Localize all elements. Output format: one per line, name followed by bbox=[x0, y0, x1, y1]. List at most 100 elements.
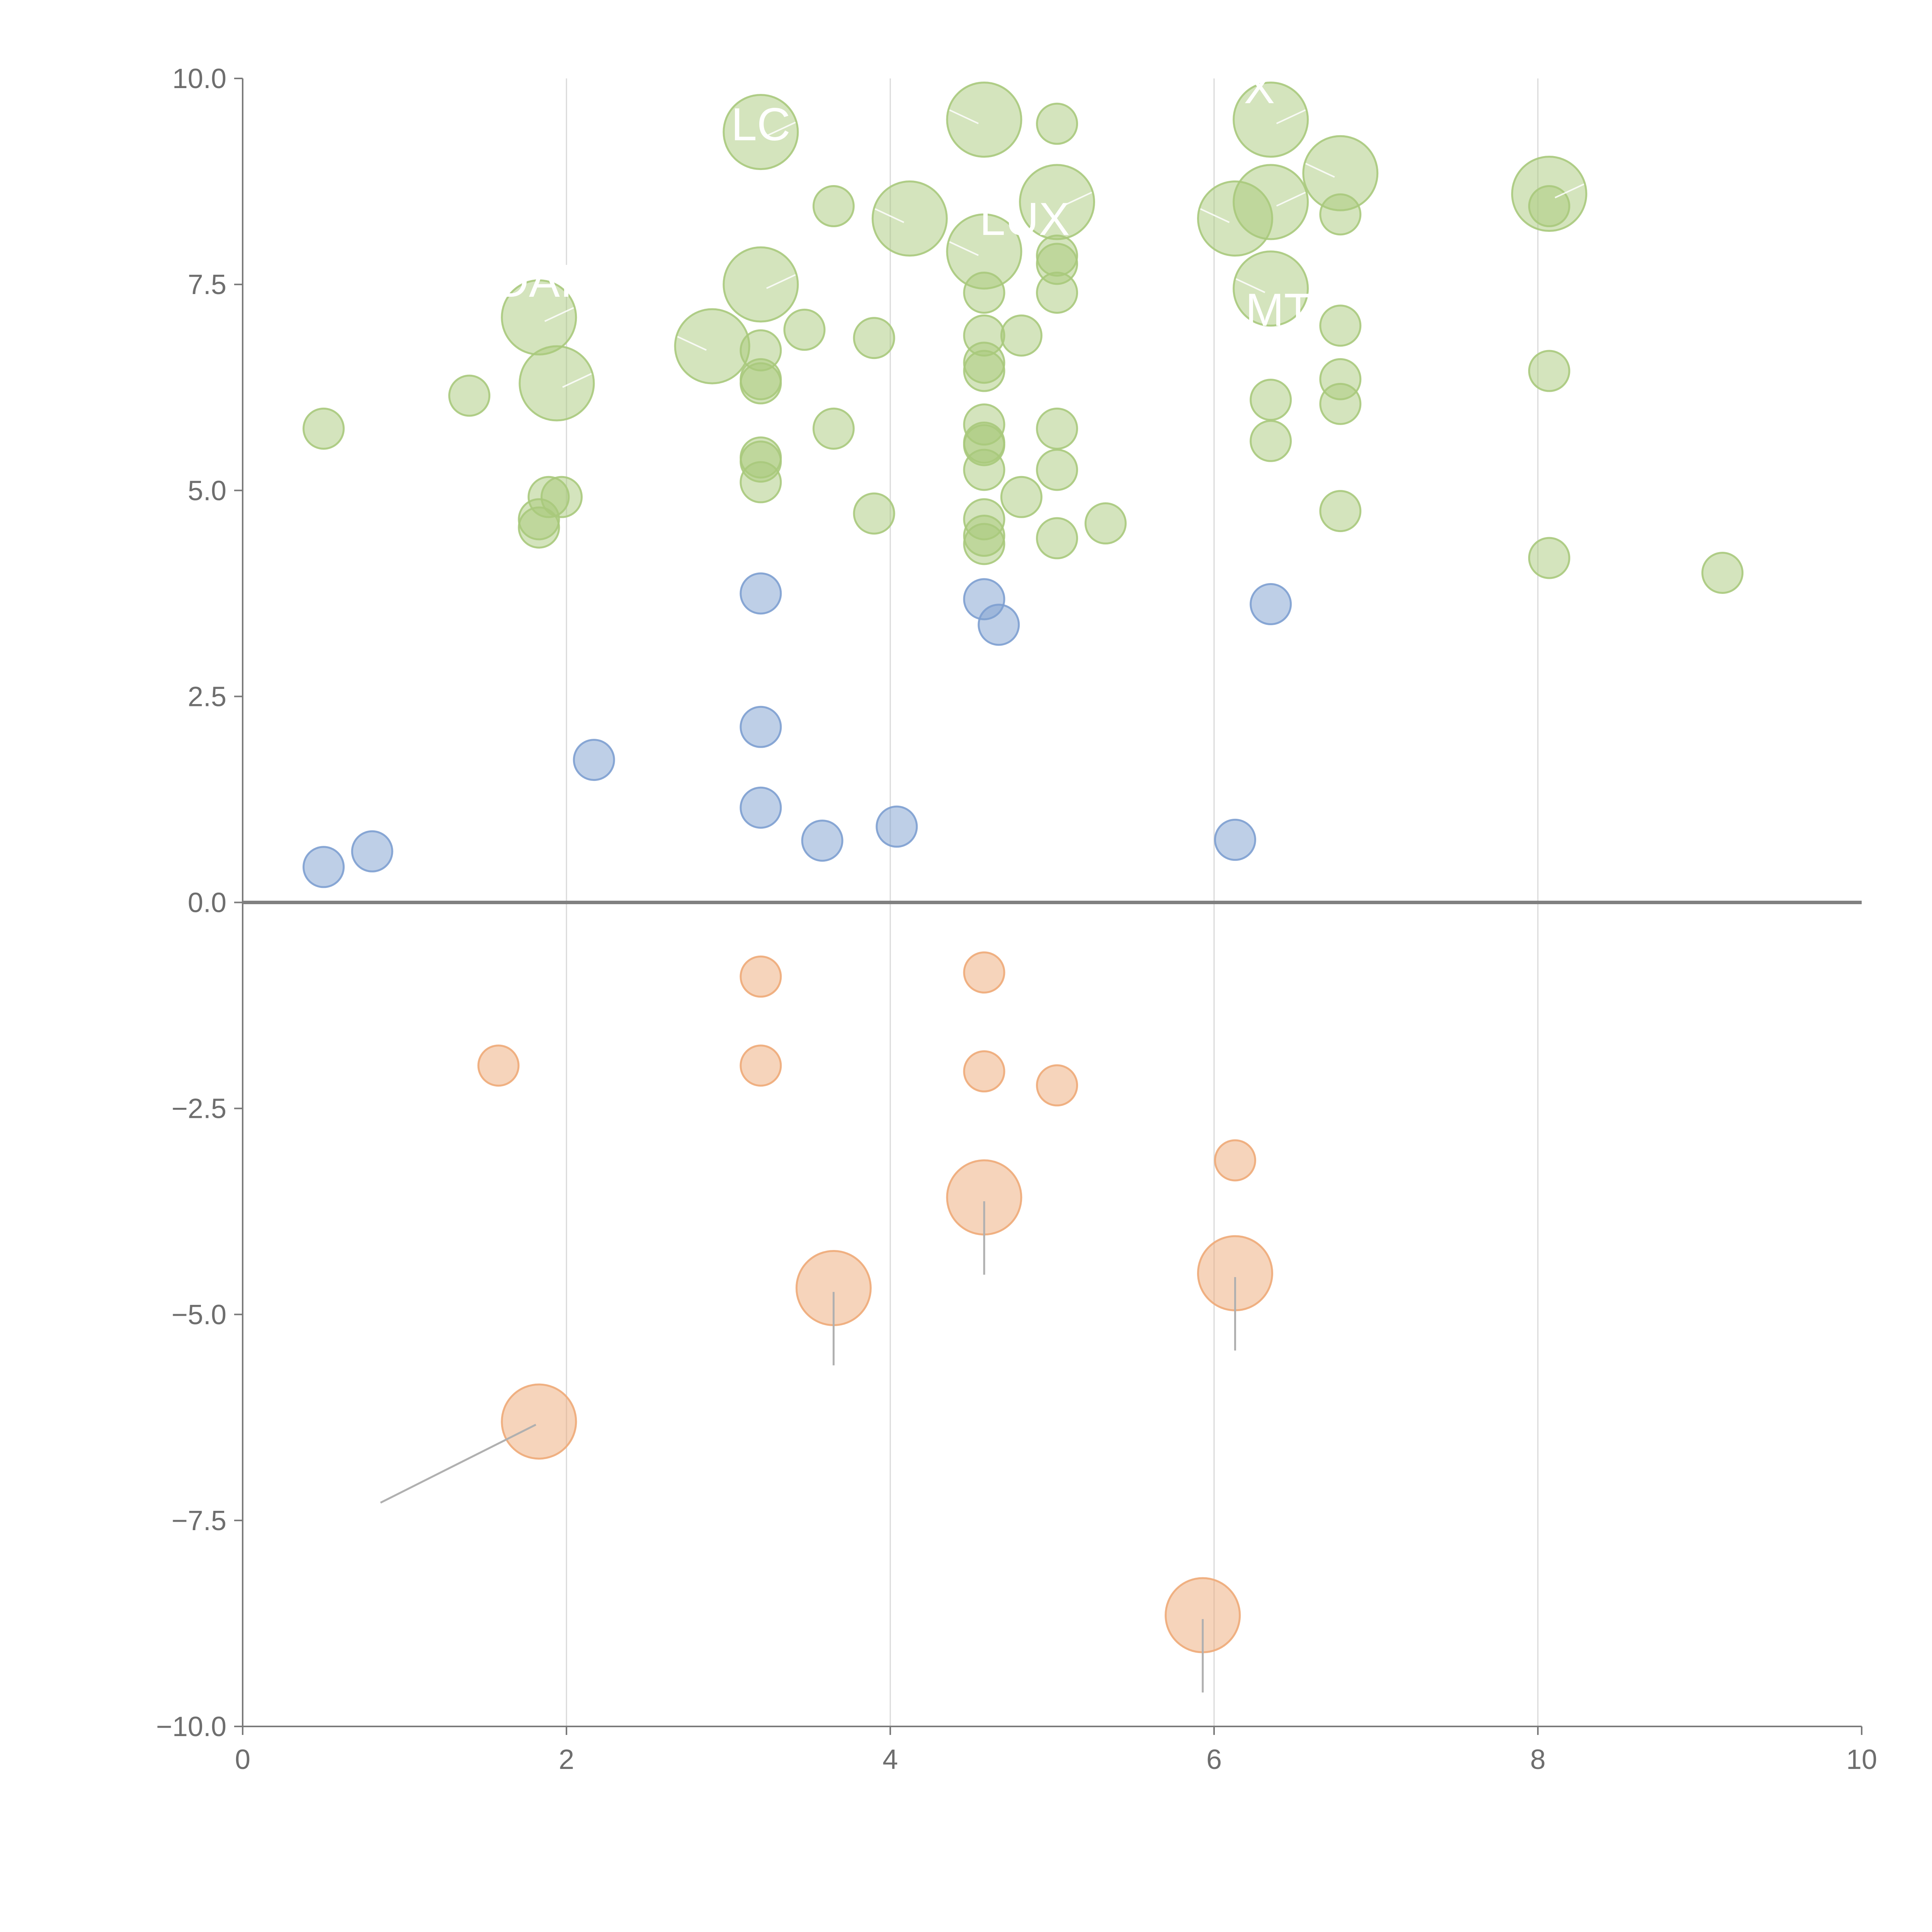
label-leader-line bbox=[544, 307, 574, 322]
y-tick-label: 7.5 bbox=[188, 269, 226, 300]
label-leader-line bbox=[677, 336, 707, 351]
green-bubble bbox=[448, 374, 491, 417]
green-bubble bbox=[1528, 537, 1570, 579]
point-label: LC bbox=[731, 99, 790, 150]
x-tick-label: 0 bbox=[235, 1744, 250, 1775]
green-bubble bbox=[1319, 193, 1362, 236]
green-bubble bbox=[963, 523, 1005, 565]
green-bubble bbox=[723, 246, 799, 323]
label-leader-line bbox=[949, 109, 979, 124]
green-bubble bbox=[1000, 314, 1043, 357]
y-tick-label: −10.0 bbox=[156, 1711, 226, 1742]
x-tick-label: 8 bbox=[1530, 1744, 1546, 1775]
label-leader-line bbox=[1554, 183, 1585, 199]
green-bubble bbox=[1528, 185, 1570, 228]
orange-bubble bbox=[1036, 1064, 1078, 1107]
green-bubble bbox=[812, 407, 855, 450]
green-bubble bbox=[518, 506, 560, 549]
green-bubble bbox=[1036, 271, 1078, 314]
orange-bubble bbox=[740, 1044, 782, 1087]
y-tick-label: 0.0 bbox=[188, 888, 226, 918]
bubble-layer bbox=[303, 82, 1744, 1653]
label-leader-line bbox=[562, 373, 592, 388]
green-bubble bbox=[1036, 102, 1078, 145]
orange-bubble bbox=[1214, 1139, 1256, 1182]
green-bubble bbox=[1250, 420, 1292, 462]
orange-bubble bbox=[963, 951, 1005, 994]
green-bubble bbox=[1528, 350, 1570, 392]
y-tick-label: 2.5 bbox=[188, 681, 226, 712]
green-bubble bbox=[963, 350, 1005, 392]
green-bubble bbox=[1233, 250, 1309, 327]
green-bubble bbox=[1233, 82, 1309, 158]
label-leader-line bbox=[1305, 163, 1335, 178]
blue-bubble bbox=[1214, 818, 1256, 861]
leader-layer bbox=[380, 109, 1585, 1693]
y-tick-label: −2.5 bbox=[172, 1094, 226, 1124]
green-bubble bbox=[812, 185, 855, 228]
green-bubble bbox=[1036, 407, 1078, 450]
green-bubble bbox=[1036, 517, 1078, 560]
y-tick-label: 10.0 bbox=[172, 63, 226, 94]
blue-bubble bbox=[351, 830, 393, 872]
x-tick-label: 4 bbox=[883, 1744, 898, 1775]
label-leader-line bbox=[1062, 192, 1092, 207]
label-leader-line bbox=[766, 121, 796, 137]
green-bubble bbox=[871, 180, 948, 257]
label-leader-line bbox=[1235, 278, 1265, 293]
green-bubble bbox=[723, 94, 799, 170]
green-bubble bbox=[1319, 490, 1362, 532]
orange-bubble bbox=[477, 1044, 520, 1087]
green-bubble bbox=[1036, 449, 1078, 491]
green-bubble bbox=[853, 492, 895, 535]
green-bubble bbox=[674, 308, 750, 384]
orange-bubble bbox=[963, 1050, 1005, 1093]
green-bubble bbox=[519, 345, 595, 422]
green-bubble bbox=[1250, 379, 1292, 421]
label-leader-line bbox=[766, 274, 796, 289]
point-label: X bbox=[1244, 61, 1275, 113]
orange-bubble bbox=[501, 1383, 577, 1460]
green-bubble bbox=[1233, 164, 1309, 240]
green-bubble bbox=[783, 308, 826, 351]
green-bubble bbox=[963, 449, 1005, 491]
label-layer: X LC LUX DAI MT bbox=[495, 61, 1312, 336]
blue-bubble bbox=[801, 820, 844, 862]
blue-bubble bbox=[876, 805, 918, 848]
blue-bubble bbox=[573, 739, 615, 781]
point-label: LUX bbox=[980, 193, 1070, 245]
y-tick-label: −7.5 bbox=[172, 1505, 226, 1536]
blue-bubble bbox=[303, 846, 345, 888]
blue-bubble bbox=[740, 572, 782, 615]
blue-bubble bbox=[978, 604, 1020, 646]
green-bubble bbox=[853, 317, 895, 359]
orange-bubble bbox=[740, 955, 782, 998]
green-bubble bbox=[1701, 552, 1744, 594]
label-leader-line bbox=[1276, 109, 1306, 124]
point-label: MT bbox=[1245, 284, 1312, 336]
green-bubble bbox=[303, 407, 345, 450]
green-bubble bbox=[740, 461, 782, 503]
green-bubble bbox=[1319, 304, 1362, 347]
green-bubble bbox=[740, 362, 782, 405]
leader-line bbox=[380, 1423, 536, 1504]
green-bubble bbox=[1319, 383, 1362, 425]
green-bubble bbox=[1084, 502, 1127, 545]
green-bubble bbox=[963, 271, 1005, 314]
blue-bubble bbox=[740, 786, 782, 829]
label-leader-line bbox=[1276, 192, 1306, 207]
y-tick-label: 5.0 bbox=[188, 475, 226, 506]
axis-layer: 0 2 4 6 8 10 10.0 7.5 5.0 2.5 0.0 −2.5 −5.0 −7.5 −10.0 bbox=[156, 63, 1877, 1775]
label-leader-line bbox=[1200, 208, 1230, 223]
label-leader-line bbox=[949, 241, 979, 256]
x-tick-label: 2 bbox=[559, 1744, 574, 1775]
point-label: DAI bbox=[495, 255, 573, 307]
y-tick-label: −5.0 bbox=[172, 1299, 226, 1330]
green-bubble bbox=[946, 82, 1022, 158]
blue-bubble bbox=[740, 706, 782, 748]
x-tick-label: 6 bbox=[1206, 1744, 1222, 1775]
green-bubble bbox=[1000, 476, 1043, 518]
label-leader-line bbox=[874, 208, 905, 223]
